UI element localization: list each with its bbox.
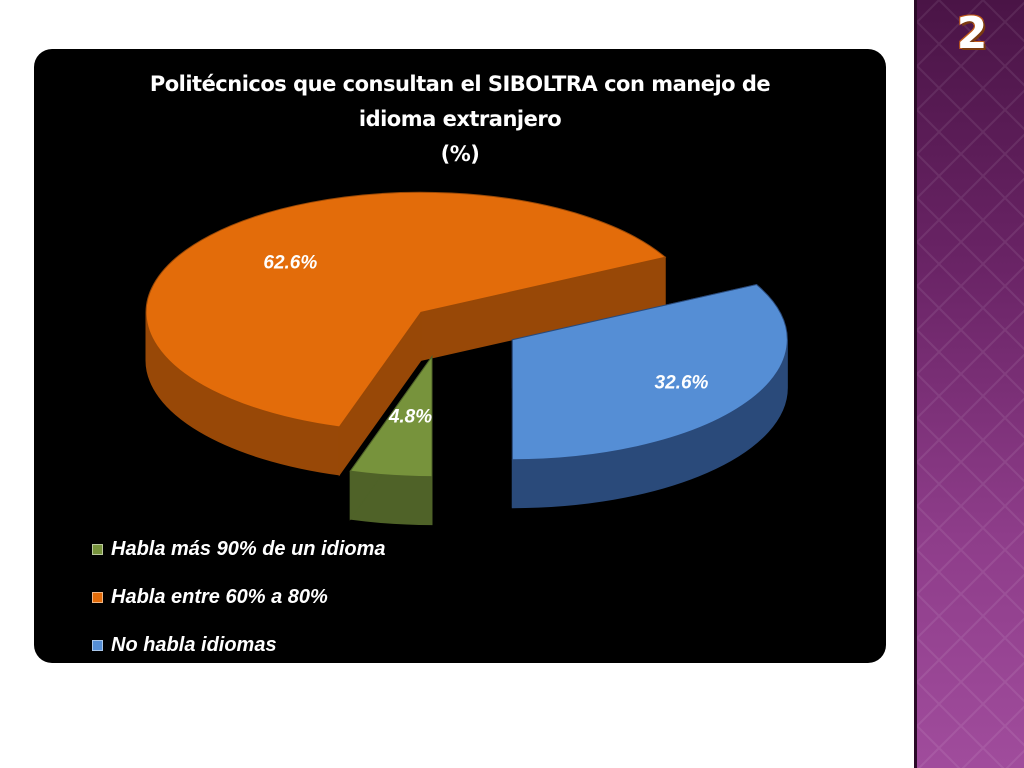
chart-panel: Politécnicos que consultan el SIBOLTRA c…	[34, 49, 886, 663]
legend-label: Habla entre 60% a 80%	[111, 585, 328, 608]
data-label-orange: 62.6%	[263, 253, 317, 274]
chart-legend: Habla más 90% de un idioma Habla entre 6…	[92, 525, 386, 663]
data-label-blue: 32.6%	[655, 373, 709, 394]
legend-swatch-blue	[92, 639, 103, 651]
legend-item: No habla idiomas	[92, 621, 386, 663]
chart-title-line-2: idioma extranjero	[358, 107, 562, 131]
legend-item: Habla entre 60% a 80%	[92, 573, 386, 621]
diamond-pattern	[917, 0, 1024, 768]
pie-slice-orange	[145, 191, 667, 428]
chart-title-line-3: (%)	[440, 142, 480, 166]
chart-title: Politécnicos que consultan el SIBOLTRA c…	[94, 67, 826, 172]
legend-item: Habla más 90% de un idioma	[92, 525, 386, 573]
legend-label: No habla idiomas	[111, 633, 277, 656]
legend-label: Habla más 90% de un idioma	[111, 537, 386, 560]
chart-title-line-1: Politécnicos que consultan el SIBOLTRA c…	[149, 72, 771, 96]
pie-slice-blue	[511, 284, 788, 461]
pie-labels: 4.8% 62.6% 32.6%	[263, 253, 708, 428]
pie-slice-green	[349, 355, 433, 478]
pie-tops	[145, 191, 788, 478]
legend-swatch-orange	[92, 591, 103, 603]
data-label-green: 4.8%	[388, 406, 432, 427]
pie-chart: 4.8% 62.6% 32.6%	[145, 191, 788, 526]
decorative-side-strip: 2	[914, 0, 1024, 768]
legend-swatch-green	[92, 543, 103, 555]
slide-number: 2	[956, 8, 988, 59]
